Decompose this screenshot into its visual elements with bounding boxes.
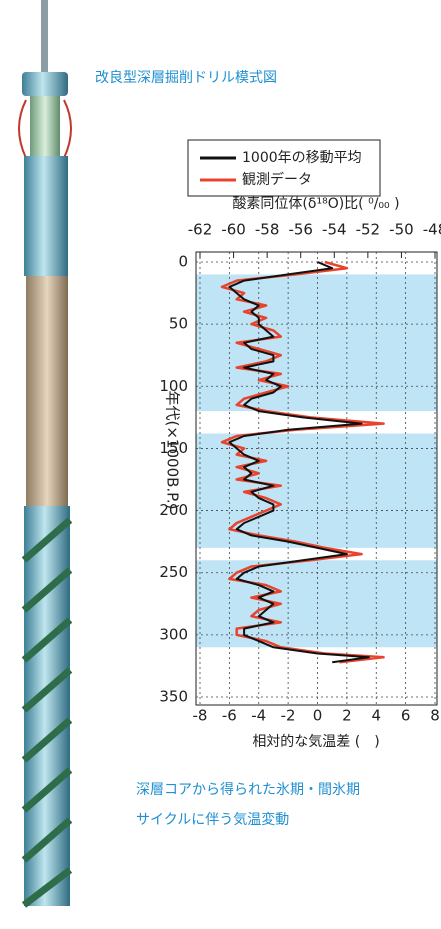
x-tick-label: -4: [251, 707, 266, 725]
legend-label: 観測データ: [242, 171, 312, 188]
caption-line: サイクルに伴う気温変動: [136, 811, 289, 828]
x-tick-label: -8: [193, 707, 208, 725]
y-tick-label: 100: [159, 377, 188, 395]
y-tick-label: 300: [159, 625, 188, 643]
legend-box: [187, 139, 381, 197]
legend: 1000年の移動平均 観測データ: [187, 139, 381, 197]
shaded-band: [196, 274, 437, 412]
drill-illustration: [18, 0, 73, 908]
x2-tick-label: -56: [288, 221, 313, 239]
shaded-band: [196, 560, 437, 648]
x-tick-label: -6: [222, 707, 237, 725]
x2-tick-label: -54: [322, 221, 347, 239]
x-tick-label: 4: [371, 707, 381, 725]
series-line: [228, 261, 370, 664]
x2-tick-label: -52: [356, 221, 381, 239]
page-title: 改良型深層掘削ドリル模式図: [95, 70, 277, 86]
x2-tick-label: -62: [188, 221, 213, 239]
top-axis-title: 酸素同位体(δ¹⁸O)比( ⁰/₀₀ ): [232, 196, 399, 212]
y-tick-label: 0: [178, 253, 188, 271]
y-tick-label: 250: [159, 563, 188, 581]
x2-tick-label: -48: [423, 221, 441, 239]
y-tick-label: 150: [159, 439, 188, 457]
legend-label: 1000年の移動平均: [242, 150, 362, 166]
x-tick-label: 2: [342, 707, 352, 725]
y-axis-title: 年代(×1000B.P.): [164, 391, 182, 510]
x-tick-label: 6: [401, 707, 411, 725]
x-tick-label: 0: [313, 707, 323, 725]
x2-tick-label: -60: [221, 221, 246, 239]
x-axis-title: 相対的な気温差 ( ): [252, 734, 379, 750]
x2-tick-label: -50: [389, 221, 414, 239]
y-tick-label: 200: [159, 501, 188, 519]
y-tick-label: 50: [169, 315, 188, 333]
caption-line: 深層コアから得られた氷期・間氷期: [136, 781, 360, 798]
x-tick-label: 8: [430, 707, 440, 725]
x-tick-label: -2: [281, 707, 296, 725]
plot-frame: [195, 251, 438, 706]
x2-tick-label: -58: [255, 221, 280, 239]
y-tick-label: 350: [159, 688, 188, 706]
